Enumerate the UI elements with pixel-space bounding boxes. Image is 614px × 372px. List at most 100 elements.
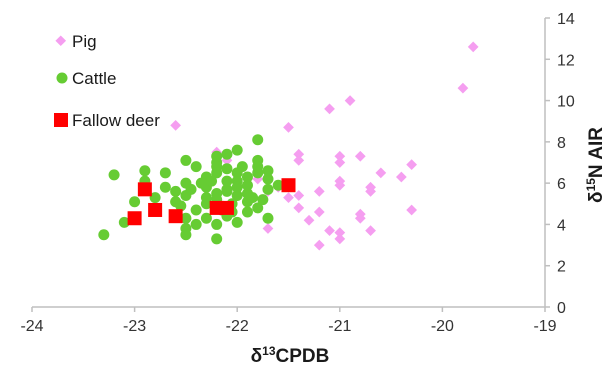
point-cattle — [262, 173, 274, 185]
y-axis-title-delta: δ — [586, 191, 607, 203]
x-axis-title-delta: δ — [251, 346, 263, 367]
point-cattle — [206, 175, 218, 187]
point-cattle — [108, 169, 120, 181]
point-cattle — [180, 229, 192, 241]
x-axis-title: δ13CPDB — [251, 344, 330, 367]
point-cattle — [139, 165, 151, 177]
legend-item-pig: Pig — [55, 32, 97, 51]
point-cattle — [211, 218, 223, 230]
data-points — [98, 41, 479, 251]
legend-label-cattle: Cattle — [72, 69, 116, 88]
point-cattle — [185, 183, 197, 195]
legend-label-fallow-deer: Fallow deer — [72, 111, 160, 130]
point-cattle — [129, 196, 141, 208]
y-axis-title-superscript: 15 — [584, 178, 598, 192]
point-fallow-deer — [137, 182, 152, 197]
point-cattle — [262, 165, 274, 177]
point-pig — [334, 233, 346, 245]
point-cattle — [175, 200, 187, 212]
point-pig — [365, 186, 376, 197]
point-pig — [406, 159, 417, 170]
legend-label-pig: Pig — [72, 32, 97, 51]
point-fallow-deer — [148, 202, 163, 217]
point-pig — [354, 150, 366, 162]
point-cattle — [262, 212, 274, 224]
point-cattle — [159, 167, 171, 179]
x-tick-label: -21 — [328, 318, 351, 335]
point-cattle — [159, 181, 171, 193]
point-cattle — [221, 185, 233, 197]
y-tick-label: 14 — [557, 11, 575, 28]
point-cattle — [231, 190, 243, 202]
x-tick-label: -19 — [533, 318, 556, 335]
point-pig — [395, 171, 407, 183]
point-cattle — [252, 202, 264, 214]
point-pig — [344, 95, 356, 106]
point-cattle — [200, 192, 212, 204]
point-cattle — [190, 218, 202, 230]
point-fallow-deer — [219, 200, 234, 215]
point-cattle — [231, 181, 243, 193]
point-pig — [375, 167, 387, 179]
point-cattle — [221, 163, 233, 175]
y-axis-title-rest: N AIR — [586, 127, 607, 178]
x-tick-label: -24 — [20, 318, 43, 335]
point-cattle — [118, 216, 130, 228]
point-cattle — [252, 161, 264, 173]
axis-ticks: -24 -23 -22 -21 -20 -190 2 4 6 8 10 12 14 — [20, 11, 574, 335]
point-pig — [283, 192, 294, 203]
point-cattle — [241, 179, 253, 191]
point-cattle — [221, 175, 233, 187]
legend-item-cattle: Cattle — [56, 69, 116, 88]
point-pig — [293, 148, 305, 160]
y-axis-title: δ15N AIR — [584, 127, 607, 203]
point-cattle — [190, 204, 202, 216]
point-cattle — [190, 161, 202, 173]
point-cattle — [231, 144, 243, 156]
point-cattle — [241, 206, 253, 218]
point-cattle — [247, 192, 259, 204]
point-cattle — [149, 192, 161, 204]
point-cattle — [231, 216, 243, 228]
point-cattle — [98, 229, 110, 241]
point-pig — [334, 227, 346, 239]
point-pig — [313, 186, 325, 197]
point-cattle — [257, 194, 269, 206]
point-pig — [467, 41, 479, 53]
x-axis-title-rest: CPDB — [276, 346, 330, 367]
point-cattle — [236, 161, 248, 173]
point-fallow-deer — [127, 211, 142, 226]
point-pig — [313, 206, 325, 218]
y-tick-label: 8 — [557, 135, 566, 152]
point-cattle — [211, 233, 223, 245]
point-pig — [170, 119, 182, 131]
point-pig — [293, 190, 305, 201]
y-tick-label: 12 — [557, 52, 575, 69]
x-tick-label: -22 — [226, 318, 249, 335]
legend-marker-cattle — [56, 72, 68, 84]
point-pig — [324, 103, 335, 115]
point-pig — [457, 82, 469, 94]
point-pig — [293, 155, 305, 166]
point-pig — [354, 212, 366, 224]
point-fallow-deer — [168, 209, 183, 224]
point-pig — [262, 223, 274, 234]
point-fallow-deer — [281, 178, 296, 193]
y-tick-label: 4 — [557, 217, 566, 234]
point-cattle — [221, 148, 233, 160]
y-tick-label: 10 — [557, 94, 575, 111]
point-cattle — [180, 154, 192, 166]
point-pig — [303, 214, 315, 226]
point-pig — [334, 150, 346, 162]
point-cattle — [262, 183, 274, 195]
point-pig — [334, 179, 346, 191]
point-cattle — [180, 212, 192, 224]
legend-marker-pig — [55, 35, 67, 47]
y-tick-label: 2 — [557, 259, 566, 276]
x-tick-label: -20 — [431, 318, 454, 335]
x-axis-title-superscript: 13 — [262, 344, 276, 358]
point-pig — [365, 225, 376, 236]
point-cattle — [211, 150, 223, 162]
point-pig — [283, 122, 294, 133]
